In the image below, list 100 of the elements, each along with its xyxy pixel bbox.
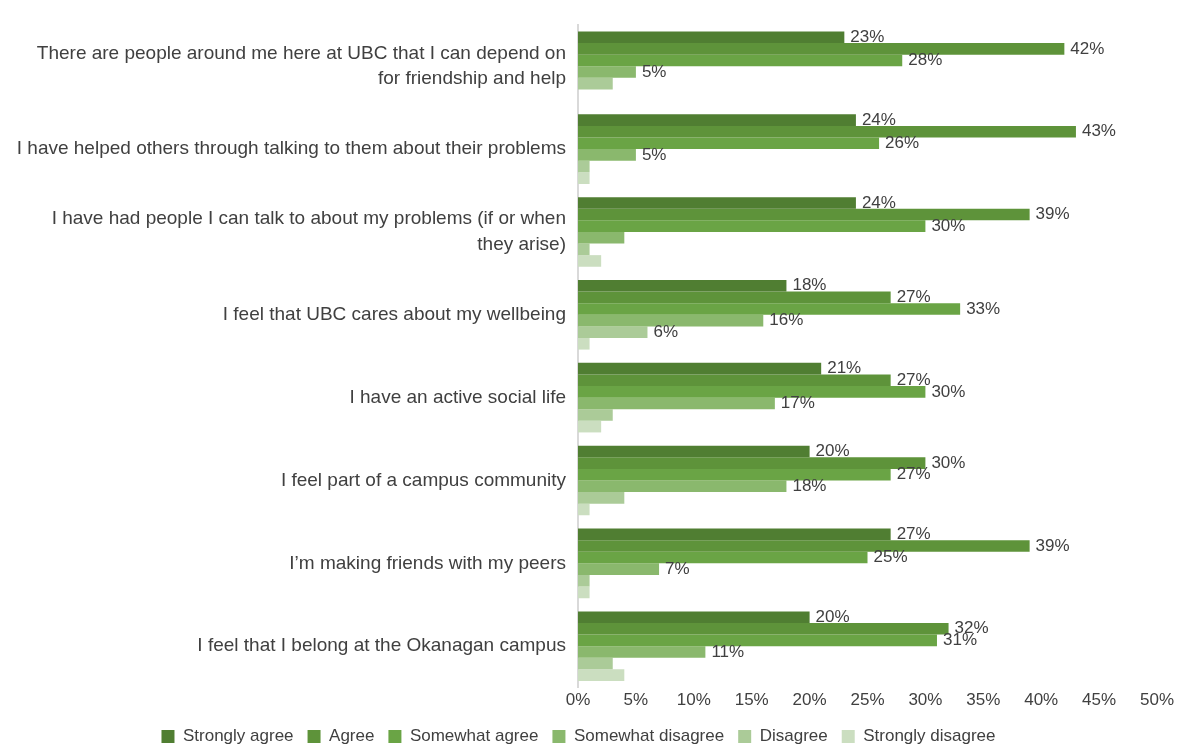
legend-label: Agree: [329, 726, 375, 746]
bar: [578, 172, 590, 184]
x-tick-label: 20%: [792, 690, 827, 710]
bar: [578, 31, 845, 44]
bar: [578, 657, 613, 670]
x-tick-label: 5%: [623, 690, 649, 710]
data-label: 5%: [641, 144, 667, 164]
bar: [578, 563, 660, 575]
data-label: 11%: [711, 641, 745, 661]
x-tick-label: 45%: [1082, 690, 1117, 710]
y-tick-label: I feel that I belong at the Okanagan campus: [197, 634, 566, 656]
data-label: 42%: [1070, 38, 1105, 58]
legend-label: Strongly agree: [182, 726, 294, 746]
data-label: 26%: [885, 132, 920, 152]
data-label: 6%: [653, 321, 679, 341]
bar: [578, 197, 856, 209]
data-label: 33%: [966, 298, 1001, 318]
bar: [578, 646, 706, 658]
data-label: 21%: [827, 358, 862, 378]
data-label: 18%: [792, 275, 827, 295]
bar: [578, 337, 590, 350]
bar: [578, 303, 961, 315]
bar: [578, 114, 856, 126]
data-label: 5%: [641, 61, 667, 81]
bar: [578, 208, 1030, 221]
bar: [578, 374, 891, 387]
data-label: 39%: [1035, 535, 1070, 555]
legend-label: Somewhat disagree: [573, 726, 725, 746]
data-label: 24%: [861, 192, 896, 212]
data-label: 27%: [896, 524, 931, 544]
data-label: 17%: [780, 393, 815, 413]
x-tick-label: 35%: [966, 690, 1001, 710]
bar: [578, 634, 937, 647]
bar: [578, 540, 1030, 552]
bar: [578, 160, 590, 173]
bar: [578, 231, 625, 244]
bar: [578, 125, 1076, 138]
data-label: 20%: [815, 606, 850, 626]
y-tick-label: There are people around me here at UBC that I can depend on for friendship and help: [36, 41, 566, 89]
bar: [578, 362, 822, 375]
data-label: 30%: [931, 381, 966, 401]
y-tick-label: I have had people I can talk to about my problems (if or when they arise): [51, 207, 566, 254]
bar: [578, 480, 787, 493]
data-label: 30%: [931, 452, 966, 472]
data-label: 16%: [769, 310, 804, 330]
bar: [578, 137, 880, 150]
bar: [578, 551, 868, 564]
data-label: 30%: [931, 215, 966, 235]
x-tick-label: 0%: [565, 690, 591, 710]
y-tick-label: I’m making friends with my peers: [289, 551, 566, 573]
bar: [578, 279, 787, 292]
y-tick-label: I feel that UBC cares about my wellbeing: [222, 303, 566, 325]
data-label: 27%: [896, 369, 931, 389]
bar: [578, 503, 590, 516]
bar: [578, 220, 926, 232]
data-label: 28%: [908, 50, 943, 70]
bar: [578, 243, 590, 256]
bar: [578, 457, 926, 469]
data-label: 24%: [861, 109, 896, 129]
bar: [578, 468, 891, 481]
bar: [578, 77, 613, 90]
bar: [578, 445, 810, 458]
bar: [578, 326, 648, 338]
bar: [578, 43, 1065, 55]
x-tick-label: 25%: [850, 690, 885, 710]
bar: [578, 420, 602, 433]
bar: [578, 574, 590, 587]
x-tick-label: 15%: [734, 690, 769, 710]
data-label: 20%: [815, 441, 850, 461]
data-label: 23%: [850, 26, 885, 46]
data-label: 39%: [1035, 204, 1070, 224]
bar: [578, 386, 926, 398]
bar: [578, 314, 764, 327]
data-label: 27%: [896, 287, 931, 307]
bar: [578, 492, 625, 504]
data-label: 27%: [896, 464, 931, 484]
data-label: 43%: [1081, 121, 1116, 141]
bar: [578, 586, 590, 599]
bar: [578, 611, 810, 623]
bar: [578, 397, 775, 410]
x-tick-label: 50%: [1139, 690, 1175, 710]
legend-label: Disagree: [759, 726, 828, 746]
bar: [578, 149, 636, 161]
bar: [578, 669, 625, 681]
bar: [578, 291, 891, 304]
x-tick-label: 40%: [1024, 690, 1059, 710]
y-tick-label: I have helped others through talking to them about their problems: [16, 137, 566, 159]
bar: [578, 409, 613, 421]
legend-label: Somewhat agree: [409, 726, 539, 746]
x-tick-label: 30%: [908, 690, 943, 710]
bar: [578, 255, 602, 267]
y-tick-label: I feel part of a campus community: [280, 468, 567, 490]
bar: [578, 54, 903, 67]
data-label: 7%: [665, 558, 690, 578]
data-label: 18%: [792, 475, 827, 495]
bar: [578, 528, 891, 541]
bar: [578, 622, 949, 635]
bar: [578, 66, 636, 78]
x-tick-label: 10%: [676, 690, 711, 710]
data-label: 25%: [873, 547, 908, 567]
